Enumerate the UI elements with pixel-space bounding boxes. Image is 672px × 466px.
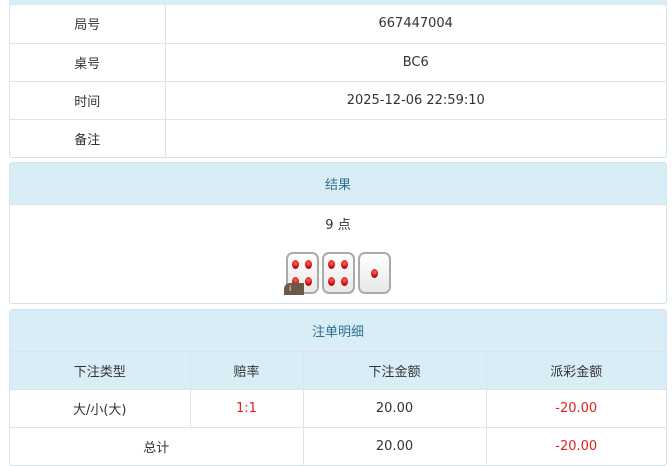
result-points: 9 点 (10, 203, 666, 242)
total-payout: -20.00 (485, 426, 666, 465)
result-title: 结果 (10, 163, 666, 205)
dice-row (10, 242, 666, 303)
round-number: 667447004 (164, 5, 666, 44)
table-row: 大/小(大) 1:1 20.00 -20.00 (10, 388, 666, 428)
bet-details-title: 注单明细 (10, 310, 666, 352)
pip (328, 260, 336, 270)
total-label: 总计 (10, 426, 304, 465)
die-face-1-icon (357, 252, 391, 294)
bet-details-panel: 注单明细 下注类型 赔率 下注金额 派彩金额 大/小(大) 1:1 20.00 … (9, 309, 667, 466)
pip (304, 260, 312, 270)
result-panel: 结果 9 点 (9, 162, 667, 304)
table-number: BC6 (164, 42, 666, 82)
note-value (164, 118, 666, 157)
panel-top-edge (9, 0, 667, 6)
pip (340, 260, 348, 270)
total-row: 总计 20.00 -20.00 (10, 426, 666, 465)
label: 备注 (10, 118, 166, 157)
bet-type: 大/小(大) (10, 388, 191, 428)
label: 时间 (10, 80, 166, 120)
info-row-round: 局号 667447004 (10, 5, 666, 44)
info-row-note: 备注 (10, 118, 666, 157)
time-value: 2025-12-06 22:59:10 (164, 80, 666, 120)
label: 局号 (10, 5, 166, 44)
payout: -20.00 (485, 388, 666, 428)
info-row-time: 时间 2025-12-06 22:59:10 (10, 80, 666, 120)
bet-amount: 20.00 (302, 388, 487, 428)
label: 桌号 (10, 42, 166, 82)
pip (340, 276, 348, 286)
total-amount: 20.00 (302, 426, 487, 465)
info-row-table: 桌号 BC6 (10, 42, 666, 82)
pip (328, 276, 336, 286)
info-badge[interactable]: i (284, 283, 304, 295)
pip (370, 268, 378, 278)
col-bet-type: 下注类型 (10, 350, 191, 390)
info-panel: 局号 667447004 桌号 BC6 时间 2025-12-06 22:59:10 … (9, 5, 667, 158)
pip (304, 276, 312, 286)
die-face-4-icon (321, 252, 355, 294)
pip (292, 276, 300, 286)
odds: 1:1 (189, 388, 304, 428)
pip (292, 260, 300, 270)
col-payout: 派彩金额 (485, 350, 666, 390)
col-odds: 赔率 (189, 350, 304, 390)
col-bet-amount: 下注金额 (302, 350, 487, 390)
